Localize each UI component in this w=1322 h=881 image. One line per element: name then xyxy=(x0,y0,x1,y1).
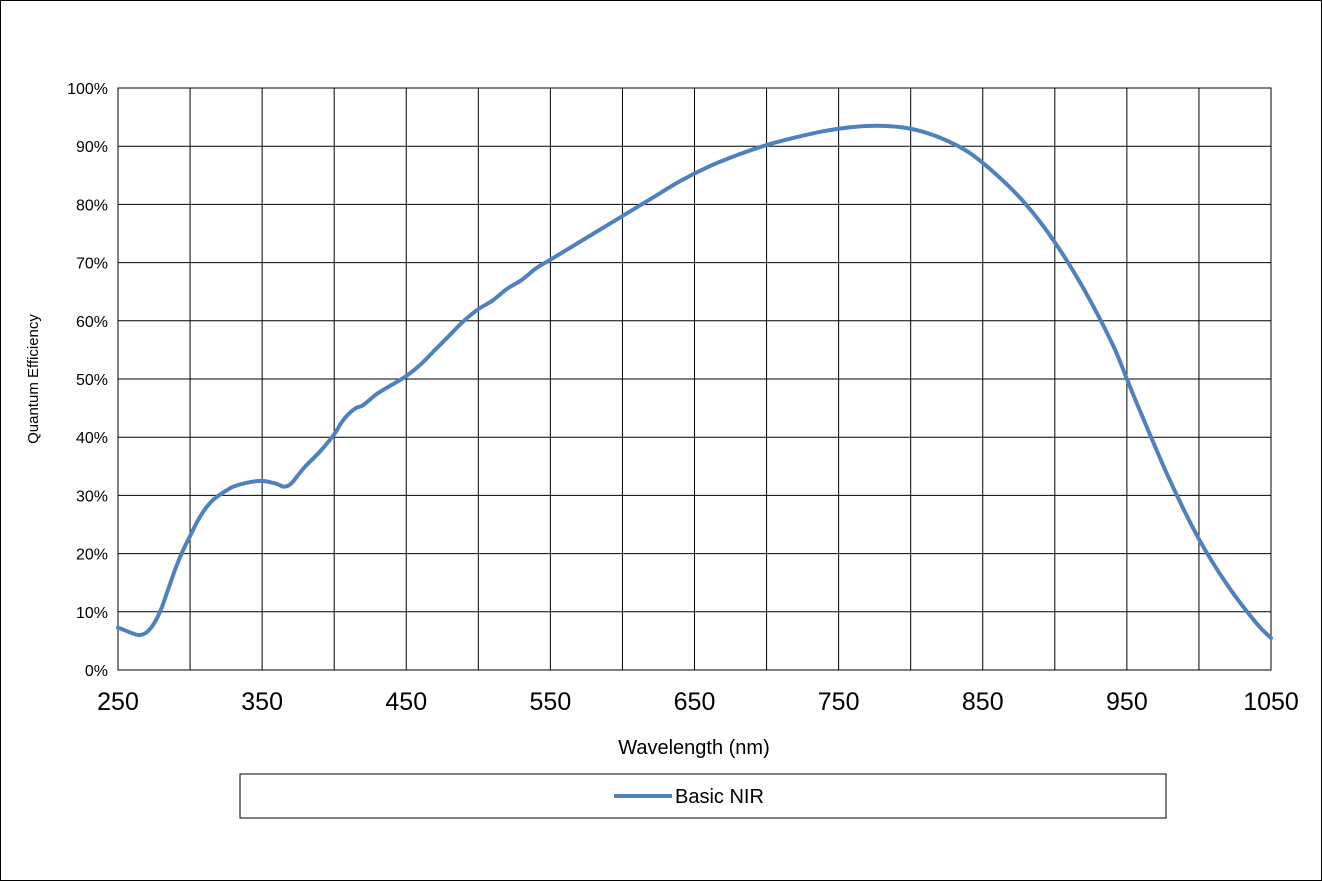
y-tick-label: 0% xyxy=(85,663,108,680)
y-tick-label: 40% xyxy=(76,430,108,447)
y-tick-labels: 0% 10% 20% 30% 40% 50% 60% 70% 80% 90% 100% xyxy=(67,81,108,680)
x-tick-label: 1050 xyxy=(1243,688,1299,716)
y-tick-label: 80% xyxy=(76,197,108,214)
x-tick-label: 850 xyxy=(962,688,1004,716)
x-tick-label: 650 xyxy=(674,688,716,716)
x-tick-label: 450 xyxy=(385,688,427,716)
x-tick-label: 950 xyxy=(1106,688,1148,716)
y-tick-label: 30% xyxy=(76,488,108,505)
x-tick-label: 350 xyxy=(241,688,283,716)
y-tick-label: 20% xyxy=(76,547,108,564)
y-tick-label: 50% xyxy=(76,372,108,389)
series-line-basic-nir xyxy=(116,123,1273,640)
legend-box xyxy=(239,773,1167,819)
x-tick-label: 550 xyxy=(530,688,572,716)
grid-lines xyxy=(118,88,1271,670)
y-tick-label: 90% xyxy=(76,139,108,156)
x-axis-label: Wavelength (nm) xyxy=(618,737,770,759)
x-tick-label: 750 xyxy=(818,688,860,716)
y-tick-label: 100% xyxy=(67,81,108,98)
y-tick-label: 60% xyxy=(76,314,108,331)
legend: Basic NIR xyxy=(239,773,1167,819)
y-tick-label: 70% xyxy=(76,256,108,273)
y-tick-label: 10% xyxy=(76,605,108,622)
legend-label-basic-nir: Basic NIR xyxy=(675,786,764,808)
x-tick-labels: 250 350 450 550 650 750 850 950 1050 xyxy=(97,688,1299,716)
x-tick-label: 250 xyxy=(97,688,139,716)
y-axis-label: Quantum Efficiency xyxy=(25,314,42,444)
plot-area-border xyxy=(117,87,1272,671)
